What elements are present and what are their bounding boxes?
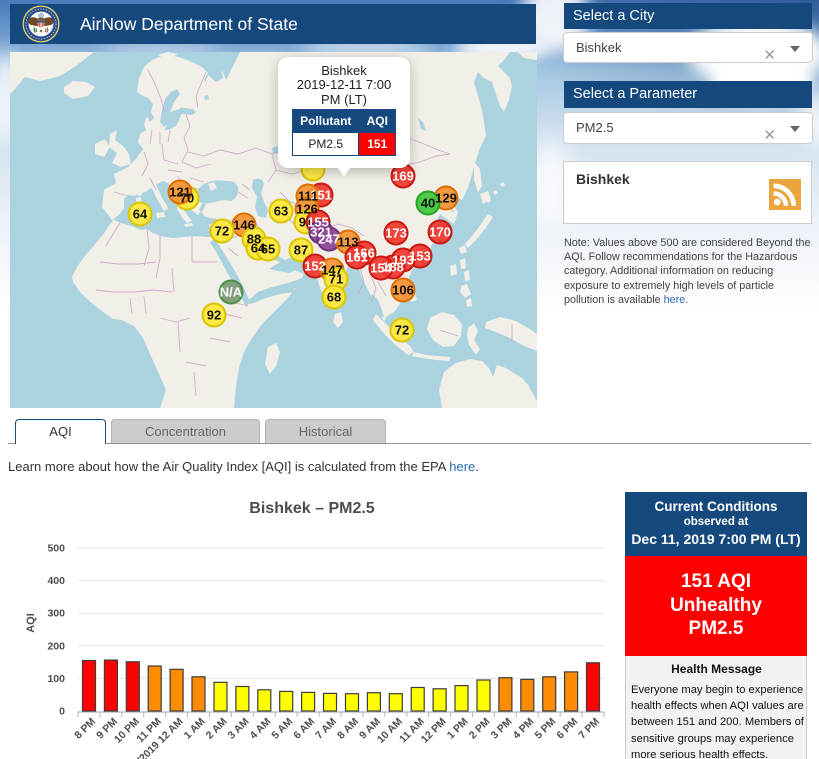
svg-text:70: 70 xyxy=(180,191,194,206)
svg-text:161: 161 xyxy=(346,250,368,265)
svg-text:6 PM: 6 PM xyxy=(554,715,580,741)
svg-text:129: 129 xyxy=(435,191,457,206)
svg-text:151: 151 xyxy=(310,188,332,203)
svg-text:152: 152 xyxy=(304,259,326,274)
svg-text:87: 87 xyxy=(294,243,308,258)
svg-text:72: 72 xyxy=(215,224,229,239)
svg-text:64: 64 xyxy=(251,241,266,256)
svg-text:146: 146 xyxy=(233,218,255,233)
svg-text:72: 72 xyxy=(395,323,409,338)
svg-text:153: 153 xyxy=(409,249,431,264)
svg-text:247: 247 xyxy=(318,232,340,247)
svg-text:1 AM: 1 AM xyxy=(182,715,208,741)
svg-text:3 AM: 3 AM xyxy=(226,715,252,741)
svg-text:40: 40 xyxy=(421,196,435,211)
svg-text:193: 193 xyxy=(392,253,414,268)
svg-text:5 AM: 5 AM xyxy=(269,715,295,741)
svg-text:173: 173 xyxy=(385,226,407,241)
svg-text:91: 91 xyxy=(299,215,313,230)
svg-text:170: 170 xyxy=(429,225,451,240)
svg-text:500: 500 xyxy=(47,543,65,555)
svg-text:64: 64 xyxy=(133,207,148,222)
svg-text:3 PM: 3 PM xyxy=(489,715,515,741)
svg-text:126: 126 xyxy=(296,202,318,217)
svg-text:Bishkek – PM2.5: Bishkek – PM2.5 xyxy=(249,500,375,517)
svg-text:4 PM: 4 PM xyxy=(511,715,537,741)
svg-text:113: 113 xyxy=(338,235,359,250)
svg-text:AQI: AQI xyxy=(25,613,37,633)
svg-text:6 AM: 6 AM xyxy=(291,715,317,741)
svg-text:169: 169 xyxy=(392,169,414,184)
svg-text:111: 111 xyxy=(298,189,318,204)
svg-text:155: 155 xyxy=(307,215,329,230)
svg-text:100: 100 xyxy=(47,673,65,685)
svg-text:88: 88 xyxy=(247,232,261,247)
svg-text:166: 166 xyxy=(353,246,375,261)
svg-text:2 AM: 2 AM xyxy=(204,715,230,741)
svg-text:188: 188 xyxy=(382,260,404,275)
svg-text:7 AM: 7 AM xyxy=(313,715,339,741)
svg-text:200: 200 xyxy=(47,640,65,652)
svg-text:106: 106 xyxy=(392,283,414,298)
svg-text:147: 147 xyxy=(321,263,343,278)
svg-text:4 AM: 4 AM xyxy=(247,715,273,741)
svg-text:7 PM: 7 PM xyxy=(576,715,602,741)
svg-text:8 AM: 8 AM xyxy=(335,715,361,741)
svg-text:68: 68 xyxy=(327,290,341,305)
svg-text:0: 0 xyxy=(59,706,65,718)
svg-text:N/A: N/A xyxy=(220,285,243,300)
svg-text:400: 400 xyxy=(47,575,65,587)
svg-text:5 PM: 5 PM xyxy=(533,715,559,741)
svg-text:321: 321 xyxy=(310,225,332,240)
svg-text:1 PM: 1 PM xyxy=(445,715,471,741)
svg-text:65: 65 xyxy=(261,242,275,257)
svg-text:2 PM: 2 PM xyxy=(467,715,493,741)
svg-text:154: 154 xyxy=(370,261,392,276)
svg-text:92: 92 xyxy=(207,308,221,323)
svg-text:8 PM: 8 PM xyxy=(72,715,98,741)
svg-text:12 PM: 12 PM xyxy=(419,715,449,745)
svg-text:300: 300 xyxy=(47,608,65,620)
svg-text:121: 121 xyxy=(169,185,191,200)
svg-text:63: 63 xyxy=(274,204,288,219)
svg-text:71: 71 xyxy=(329,272,343,287)
